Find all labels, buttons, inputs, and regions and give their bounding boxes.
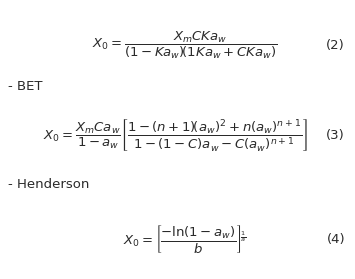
Text: (2): (2): [326, 39, 345, 52]
Text: $X_0 = \left[\dfrac{-\ln\!\left(1-a_w\right)}{b}\right]^{\!\frac{1}{a}}$: $X_0 = \left[\dfrac{-\ln\!\left(1-a_w\ri…: [123, 223, 247, 255]
Text: $X_0 = \dfrac{X_m Ca_w}{1-a_w}\left[\dfrac{1-\left(n+1\right)\!\left(a_w\right)^: $X_0 = \dfrac{X_m Ca_w}{1-a_w}\left[\dfr…: [43, 117, 307, 153]
Text: $X_0 = \dfrac{X_m CKa_w}{\left(1-Ka_w\right)\!\left(1Ka_w+CKa_w\right)}$: $X_0 = \dfrac{X_m CKa_w}{\left(1-Ka_w\ri…: [92, 29, 278, 61]
Text: (4): (4): [326, 232, 345, 246]
Text: - BET: - BET: [8, 81, 43, 93]
Text: - Henderson: - Henderson: [8, 179, 89, 191]
Text: (3): (3): [326, 129, 345, 141]
